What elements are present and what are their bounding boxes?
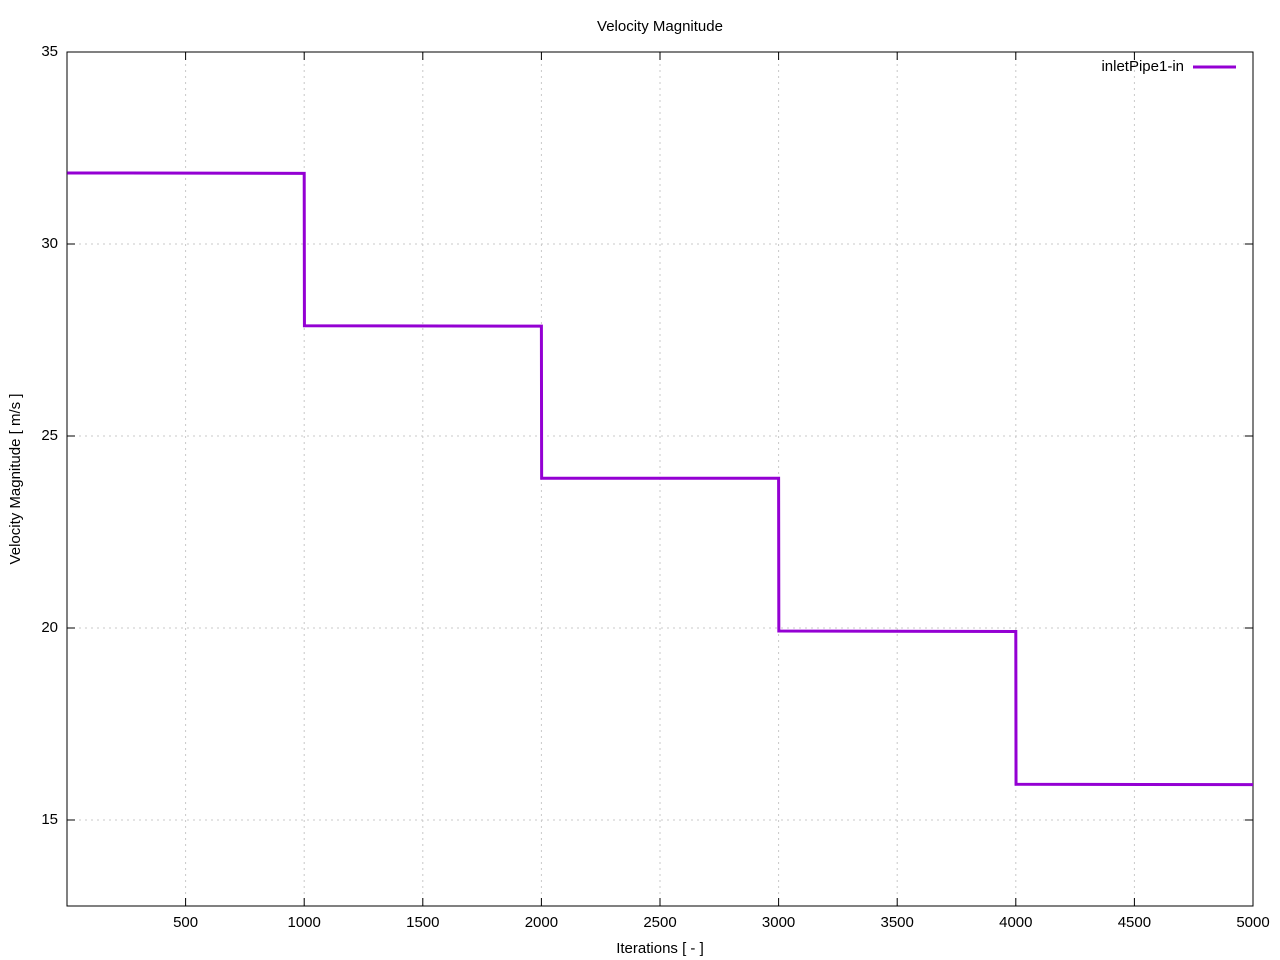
x-tick-label: 500 (173, 914, 198, 931)
legend-label: inletPipe1-in (1101, 58, 1184, 75)
y-tick-label: 35 (41, 43, 58, 60)
x-tick-label: 2500 (643, 914, 676, 931)
x-tick-label: 5000 (1236, 914, 1269, 931)
y-tick-label: 15 (41, 811, 58, 828)
y-axis-label: Velocity Magnitude [ m/s ] (7, 394, 24, 565)
x-tick-label: 3000 (762, 914, 795, 931)
x-tick-label: 1000 (288, 914, 321, 931)
plot-frame (66, 51, 1254, 907)
y-tick-label: 30 (41, 235, 58, 252)
x-axis-label: Iterations [ - ] (616, 940, 704, 957)
y-tick-label: 20 (41, 619, 58, 636)
x-tick-label: 4500 (1118, 914, 1151, 931)
chart-title: Velocity Magnitude (597, 18, 723, 35)
x-tick-label: 2000 (525, 914, 558, 931)
x-tick-label: 1500 (406, 914, 439, 931)
x-tick-label: 4000 (999, 914, 1032, 931)
x-tick-label: 3500 (881, 914, 914, 931)
series-line (67, 171, 1254, 787)
y-tick-label: 25 (41, 427, 58, 444)
